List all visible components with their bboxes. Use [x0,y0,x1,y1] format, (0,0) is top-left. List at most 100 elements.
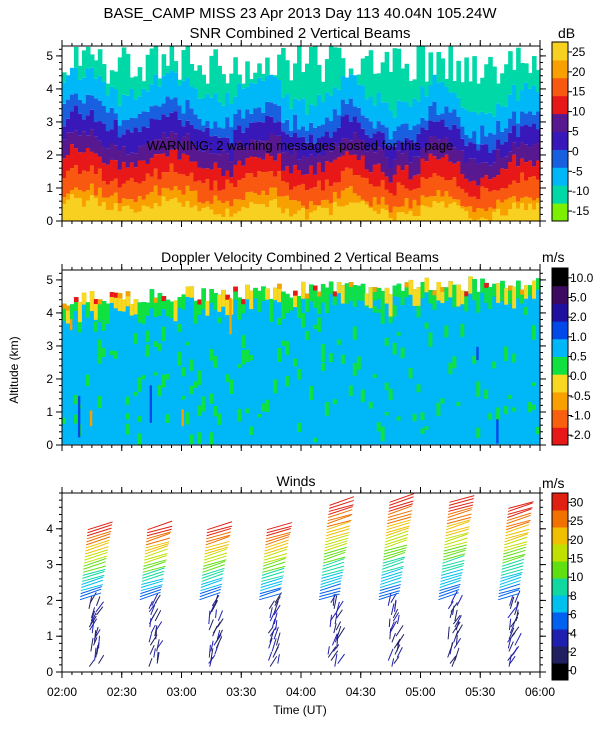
snr-cell [388,110,394,140]
snr-cell [125,205,131,221]
snr-cell [408,139,414,163]
wind-barb [206,527,232,537]
velocity-cell [281,307,286,319]
wind-barb [378,590,400,598]
wind-barb [260,583,282,592]
wind-barb [502,549,526,558]
snr-cell [161,172,167,188]
wind-barb [386,522,411,531]
velocity-cell [528,402,533,413]
velocity-cell [384,337,390,346]
snr-cell [149,176,155,193]
wind-barb [98,654,105,664]
snr-cell [145,163,151,174]
velocity-cell [416,384,422,393]
velocity-cell [484,282,489,445]
snr-cell [444,86,449,107]
wind-barb [204,548,228,558]
velocity-cell [348,282,354,445]
snr-cell [312,106,318,128]
velocity-cell [316,291,322,297]
velocity-cell [500,280,505,445]
velocity-cell [472,355,477,364]
velocity-cell [332,399,338,405]
snr-cell [368,121,374,138]
snr-cell [185,100,191,121]
snr-cell [356,138,362,161]
snr-cell [344,205,350,221]
snr-cell [440,196,445,202]
wind-barb [378,592,400,601]
velocity-cell [241,299,246,314]
snr-cell [105,148,111,165]
snr-cell [484,175,489,189]
velocity-cell [253,287,258,299]
velocity-colorbar-label: 10.0 [570,271,594,285]
snr-cell [85,68,91,95]
snr-cell [448,92,453,113]
snr-cell [448,145,453,162]
wind-barb [273,604,281,616]
wind-barb [445,532,469,540]
snr-cell [301,208,306,221]
snr-cell [316,125,322,138]
snr-cell [217,200,222,215]
snr-cell [472,56,477,112]
velocity-cell [237,297,242,445]
winds-colorbar-swatch [552,510,568,528]
velocity-cell [277,283,282,303]
snr-cell [161,75,167,104]
snr-cell [424,81,430,97]
snr-cell [444,154,449,181]
wind-barb [387,648,394,661]
snr-cell [133,127,139,154]
snr-cell [304,209,310,220]
snr-cell [532,166,537,177]
wind-barb [445,526,470,534]
snr-cell [265,153,270,172]
snr-cell [221,150,226,176]
snr-cell [229,127,234,144]
snr-cell [153,46,159,75]
velocity-cell [277,283,282,445]
velocity-cell [97,299,103,445]
snr-cell [201,98,206,126]
snr-cell [233,146,238,165]
velocity-colorbar-swatch [552,338,568,357]
snr-cell [488,191,493,208]
velocity-cell [536,278,541,445]
velocity-cell [484,389,489,400]
snr-cell [496,120,501,140]
velocity-cell [153,297,159,445]
snr-cell [492,116,497,135]
wind-barb [380,571,403,579]
snr-colorbar-label: -5 [572,164,583,178]
snr-cell [392,159,398,175]
snr-cell [388,145,394,168]
snr-cell [293,213,298,221]
snr-cell [308,201,314,213]
wind-barb [199,592,221,601]
wind-barb [326,521,351,531]
snr-cell [109,107,115,130]
snr-cell [141,88,147,112]
snr-cell [440,201,445,221]
snr-cell [257,77,262,108]
snr-cell [340,75,346,100]
snr-cell [528,160,533,178]
snr-cell [304,157,310,175]
snr-cell [308,154,314,166]
snr-cell [460,107,465,127]
snr-cell [265,195,270,208]
wind-barb [440,577,462,585]
wind-barb [321,565,345,573]
velocity-cell [532,325,537,340]
snr-cell [444,126,449,138]
snr-cell [320,102,326,125]
snr-colorbar-label: 10 [572,105,586,119]
snr-cell [205,147,210,169]
velocity-cell [372,287,378,445]
snr-cell [388,193,394,213]
snr-cell [209,128,214,137]
wind-barb [90,610,96,622]
